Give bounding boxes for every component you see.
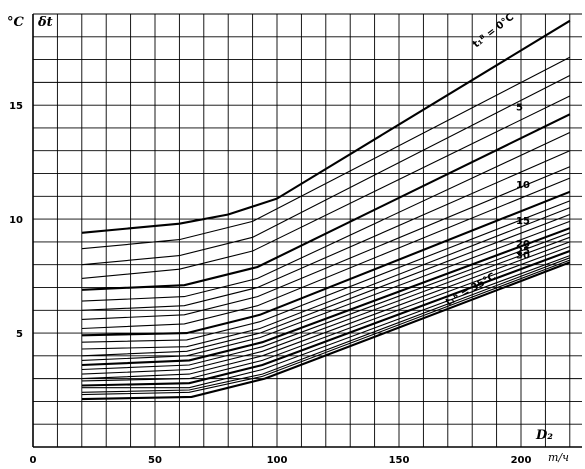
x-tick-label: 0 — [30, 455, 37, 466]
series-line-20 — [81, 250, 571, 387]
series-line-17 — [81, 236, 570, 375]
series-line-14 — [81, 220, 570, 361]
y-tick-label: 15 — [9, 101, 23, 112]
axes — [32, 14, 582, 448]
curve-label-side: 15 — [516, 216, 530, 227]
series-line-19 — [81, 245, 570, 382]
series-line-6 — [81, 132, 571, 302]
x-axis-unit: m/ч — [548, 451, 569, 464]
y-tick-label: 5 — [16, 329, 23, 340]
series-line-24 — [81, 261, 571, 401]
tick-labels: 0 50 100 150 200 5 10 15 — [9, 101, 531, 466]
x-tick-label: 50 — [148, 455, 162, 466]
series-line-10 — [81, 190, 571, 337]
curve-label-side: 20 — [516, 239, 530, 250]
series-line-2 — [81, 56, 571, 250]
y-tick-label: 10 — [9, 215, 23, 226]
series-line-12 — [81, 207, 570, 350]
curve-label-side: 10 — [516, 180, 530, 191]
series-line-4 — [81, 95, 571, 279]
series-line-13 — [81, 213, 570, 357]
series-line-22 — [81, 257, 570, 393]
curve-label-side: 30 — [516, 250, 530, 261]
series-line-18 — [81, 241, 570, 380]
grid — [32, 13, 582, 447]
series-line-21 — [81, 255, 570, 389]
y-axis-title: δt — [37, 15, 53, 30]
y-axis-unit: °C — [7, 15, 25, 30]
x-tick-label: 150 — [389, 455, 410, 466]
x-tick-label: 100 — [267, 455, 288, 466]
series-line-15 — [81, 227, 571, 367]
curve-label-top: t₁ᴮ = 0°C — [471, 12, 516, 51]
series-line-11 — [81, 200, 570, 343]
series-line-23 — [81, 259, 570, 396]
series-line-16 — [81, 232, 570, 371]
series-group — [81, 19, 571, 401]
curve-label-side: 25 — [516, 246, 530, 257]
series-line-5 — [81, 113, 571, 291]
x-axis-title: D₂ — [535, 428, 553, 443]
curve-label-side: 5 — [516, 102, 523, 113]
x-tick-label: 200 — [511, 455, 532, 466]
series-line-7 — [81, 150, 571, 311]
series-line-9 — [81, 177, 571, 330]
series-line-3 — [81, 75, 571, 266]
series-line-8 — [81, 166, 571, 320]
series-line-1 — [81, 19, 571, 234]
